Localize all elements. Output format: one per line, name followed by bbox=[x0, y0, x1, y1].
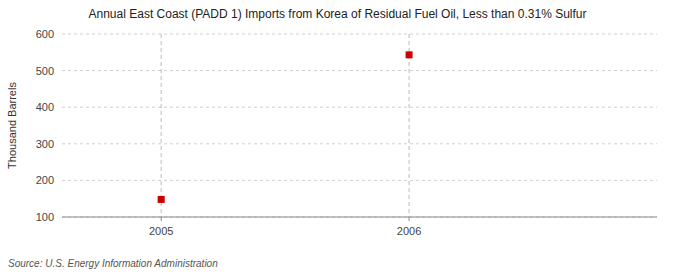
y-tick-label: 300 bbox=[36, 138, 54, 150]
chart: Annual East Coast (PADD 1) Imports from … bbox=[0, 0, 675, 275]
x-tick-label: 2005 bbox=[149, 225, 173, 237]
y-grid-line bbox=[62, 70, 657, 71]
y-grid-line bbox=[62, 107, 657, 108]
y-grid-line bbox=[62, 143, 657, 144]
source-note: Source: U.S. Energy Information Administ… bbox=[8, 258, 218, 269]
y-tick-label: 200 bbox=[36, 174, 54, 186]
x-grid-line bbox=[409, 34, 410, 217]
x-tick bbox=[409, 217, 410, 221]
y-axis-label: Thousand Barrels bbox=[6, 82, 18, 169]
y-tick-label: 400 bbox=[36, 101, 54, 113]
x-grid-line bbox=[161, 34, 162, 217]
y-axis: 100 200 300 400 500 600 bbox=[36, 28, 657, 223]
y-grid-line bbox=[62, 217, 657, 218]
points bbox=[158, 51, 413, 203]
point bbox=[158, 196, 165, 203]
point bbox=[406, 51, 413, 58]
x-tick bbox=[161, 217, 162, 221]
x-axis-line bbox=[62, 217, 657, 218]
x-tick-label: 2006 bbox=[397, 225, 421, 237]
y-tick-label: 100 bbox=[36, 211, 54, 223]
y-grid-line bbox=[62, 34, 657, 35]
y-tick-label: 500 bbox=[36, 65, 54, 77]
y-tick-label: 600 bbox=[36, 28, 54, 40]
x-axis: 2005 2006 bbox=[62, 34, 657, 237]
title: Annual East Coast (PADD 1) Imports from … bbox=[89, 7, 587, 21]
y-grid-line bbox=[62, 180, 657, 181]
